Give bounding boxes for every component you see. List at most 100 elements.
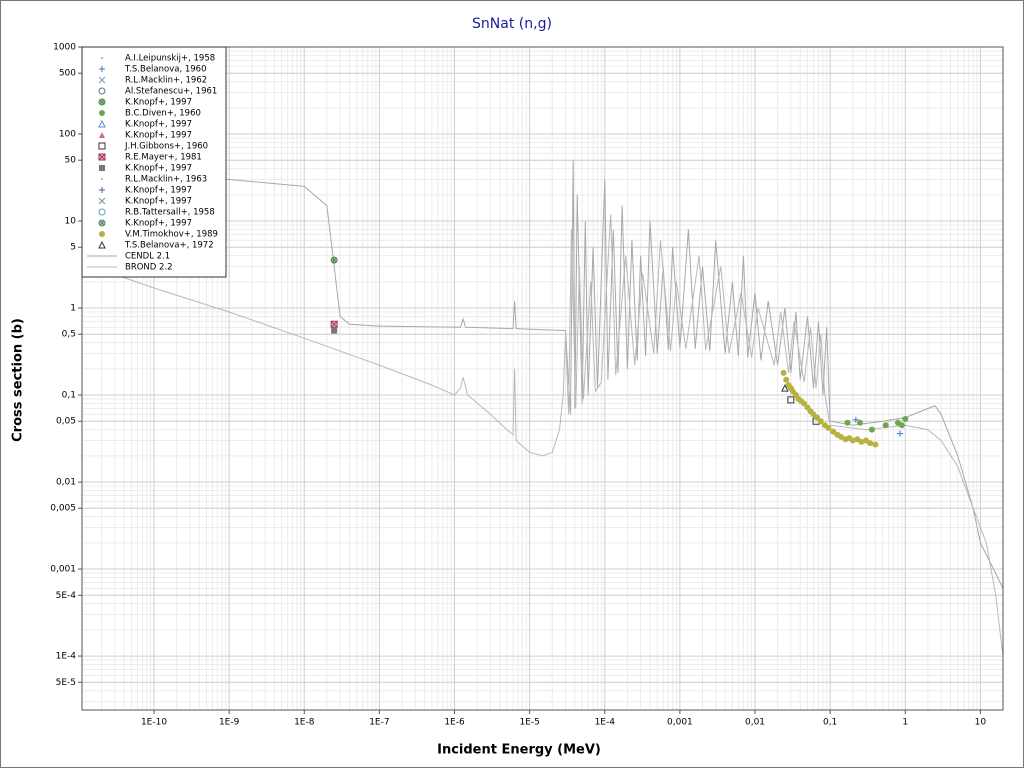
x-axis-label: Incident Energy (MeV) [437,743,601,758]
x-tick-label: 10 [975,718,987,728]
legend-marker [98,208,106,216]
legend-label: T.S.Belanova+, 1972 [124,241,214,251]
y-tick-label: 5E-4 [56,591,77,601]
y-tick-label: 10 [65,217,77,227]
y-axis-label: Cross section (b) [11,318,26,442]
legend-label: K.Knopf+, 1997 [125,164,192,174]
legend-label: K.Knopf+, 1997 [125,98,192,108]
legend-label: K.Knopf+, 1997 [125,120,192,130]
y-tick-label: 100 [59,130,76,140]
plot-border [81,46,1004,711]
legend-marker [99,165,105,171]
data-point [783,376,790,383]
x-tick-label: 1E-6 [444,718,465,728]
x-tick-label: 1E-9 [219,718,240,728]
data-point [896,430,903,437]
data-point [781,384,789,392]
data-line [82,214,1003,657]
legend-marker [98,98,106,106]
legend-marker [98,119,106,128]
legend-label: T.S.Belanova, 1960 [124,65,206,75]
legend-label: K.Knopf+, 1997 [125,186,192,196]
legend-marker [98,197,106,205]
legend-marker [101,57,103,59]
y-tick-label: 0,01 [56,478,76,488]
legend-label: J.H.Gibbons+, 1960 [124,142,208,152]
y-tick-label: 0,05 [56,417,76,427]
legend-marker [99,187,105,193]
data-point [830,428,837,435]
data-point [867,440,874,447]
data-point [330,256,338,264]
legend-marker [98,142,106,150]
x-tick-label: 1E-10 [141,718,167,728]
data-point [844,419,851,426]
legend-label: A.I.Leipunskij+, 1958 [125,54,215,64]
legend-label: Al.Stefanescu+, 1961 [125,87,217,97]
legend-marker [98,219,106,227]
x-tick-label: 1E-7 [369,718,389,728]
chart-title: SnNat (n,g) [472,16,552,32]
legend-label: R.L.Macklin+, 1963 [125,175,207,185]
y-tick-label: 1000 [53,43,76,53]
legend-label: R.L.Macklin+, 1962 [125,76,207,86]
legend-label: BROND 2.2 [125,263,173,273]
legend-marker [99,110,105,116]
legend-marker [101,178,103,180]
data-point [849,437,856,444]
data-point [331,327,338,334]
legend-label: V.M.Timokhov+, 1989 [125,230,218,240]
data-point [825,424,832,431]
data-line [82,160,1003,589]
y-tick-label: 0,001 [50,565,76,575]
x-tick-label: 1 [902,718,908,728]
legend-marker [98,76,106,84]
legend-marker [98,153,106,161]
y-tick-label: 500 [59,69,76,79]
data-point [902,416,909,423]
x-tick-label: 0,001 [667,718,693,728]
data-point [330,320,338,328]
data-point [858,438,865,445]
data-point [801,400,808,407]
x-tick-label: 1E-5 [519,718,539,728]
legend-box [81,46,227,278]
data-point [780,369,787,376]
legend-label: B.C.Diven+, 1960 [125,109,201,119]
y-tick-label: 5E-5 [56,678,76,688]
data-point [814,414,821,421]
legend-marker [98,87,106,95]
y-tick-label: 1 [70,304,76,314]
x-tick-label: 0,1 [823,718,837,728]
y-tick-label: 0,005 [50,504,76,514]
data-point [898,422,905,429]
y-tick-label: 0,1 [62,391,76,401]
data-point [872,441,879,448]
legend-label: R.E.Mayer+, 1981 [125,153,202,163]
legend-marker [98,240,106,249]
y-tick-label: 5 [70,243,76,253]
y-tick-label: 50 [65,156,77,166]
axes: 1E-10 1E-9 1E-8 1E-7 1E-6 1E-5 1E-4 0,001 0,01 0,… [50,43,986,728]
x-tick-label: 1E-4 [595,718,616,728]
legend-label: R.B.Tattersall+, 1958 [125,208,215,218]
legend-marker [99,231,105,237]
legend-label: CENDL 2.1 [125,252,170,262]
legend-marker [99,132,105,138]
y-tick-label: 1E-4 [56,652,77,662]
x-tick-label: 0,01 [745,718,765,728]
x-tick-label: 1E-8 [294,718,315,728]
data-point [882,422,889,429]
data-point [852,416,859,423]
legend-label: K.Knopf+, 1997 [125,131,192,141]
data-point [817,418,824,425]
legend-marker [99,66,105,72]
y-tick-label: 0,5 [62,330,76,340]
data-point [857,419,864,426]
legend-label: K.Knopf+, 1997 [125,219,192,229]
data-point [787,396,795,404]
plot-area [82,160,1003,657]
data-point [868,426,875,433]
